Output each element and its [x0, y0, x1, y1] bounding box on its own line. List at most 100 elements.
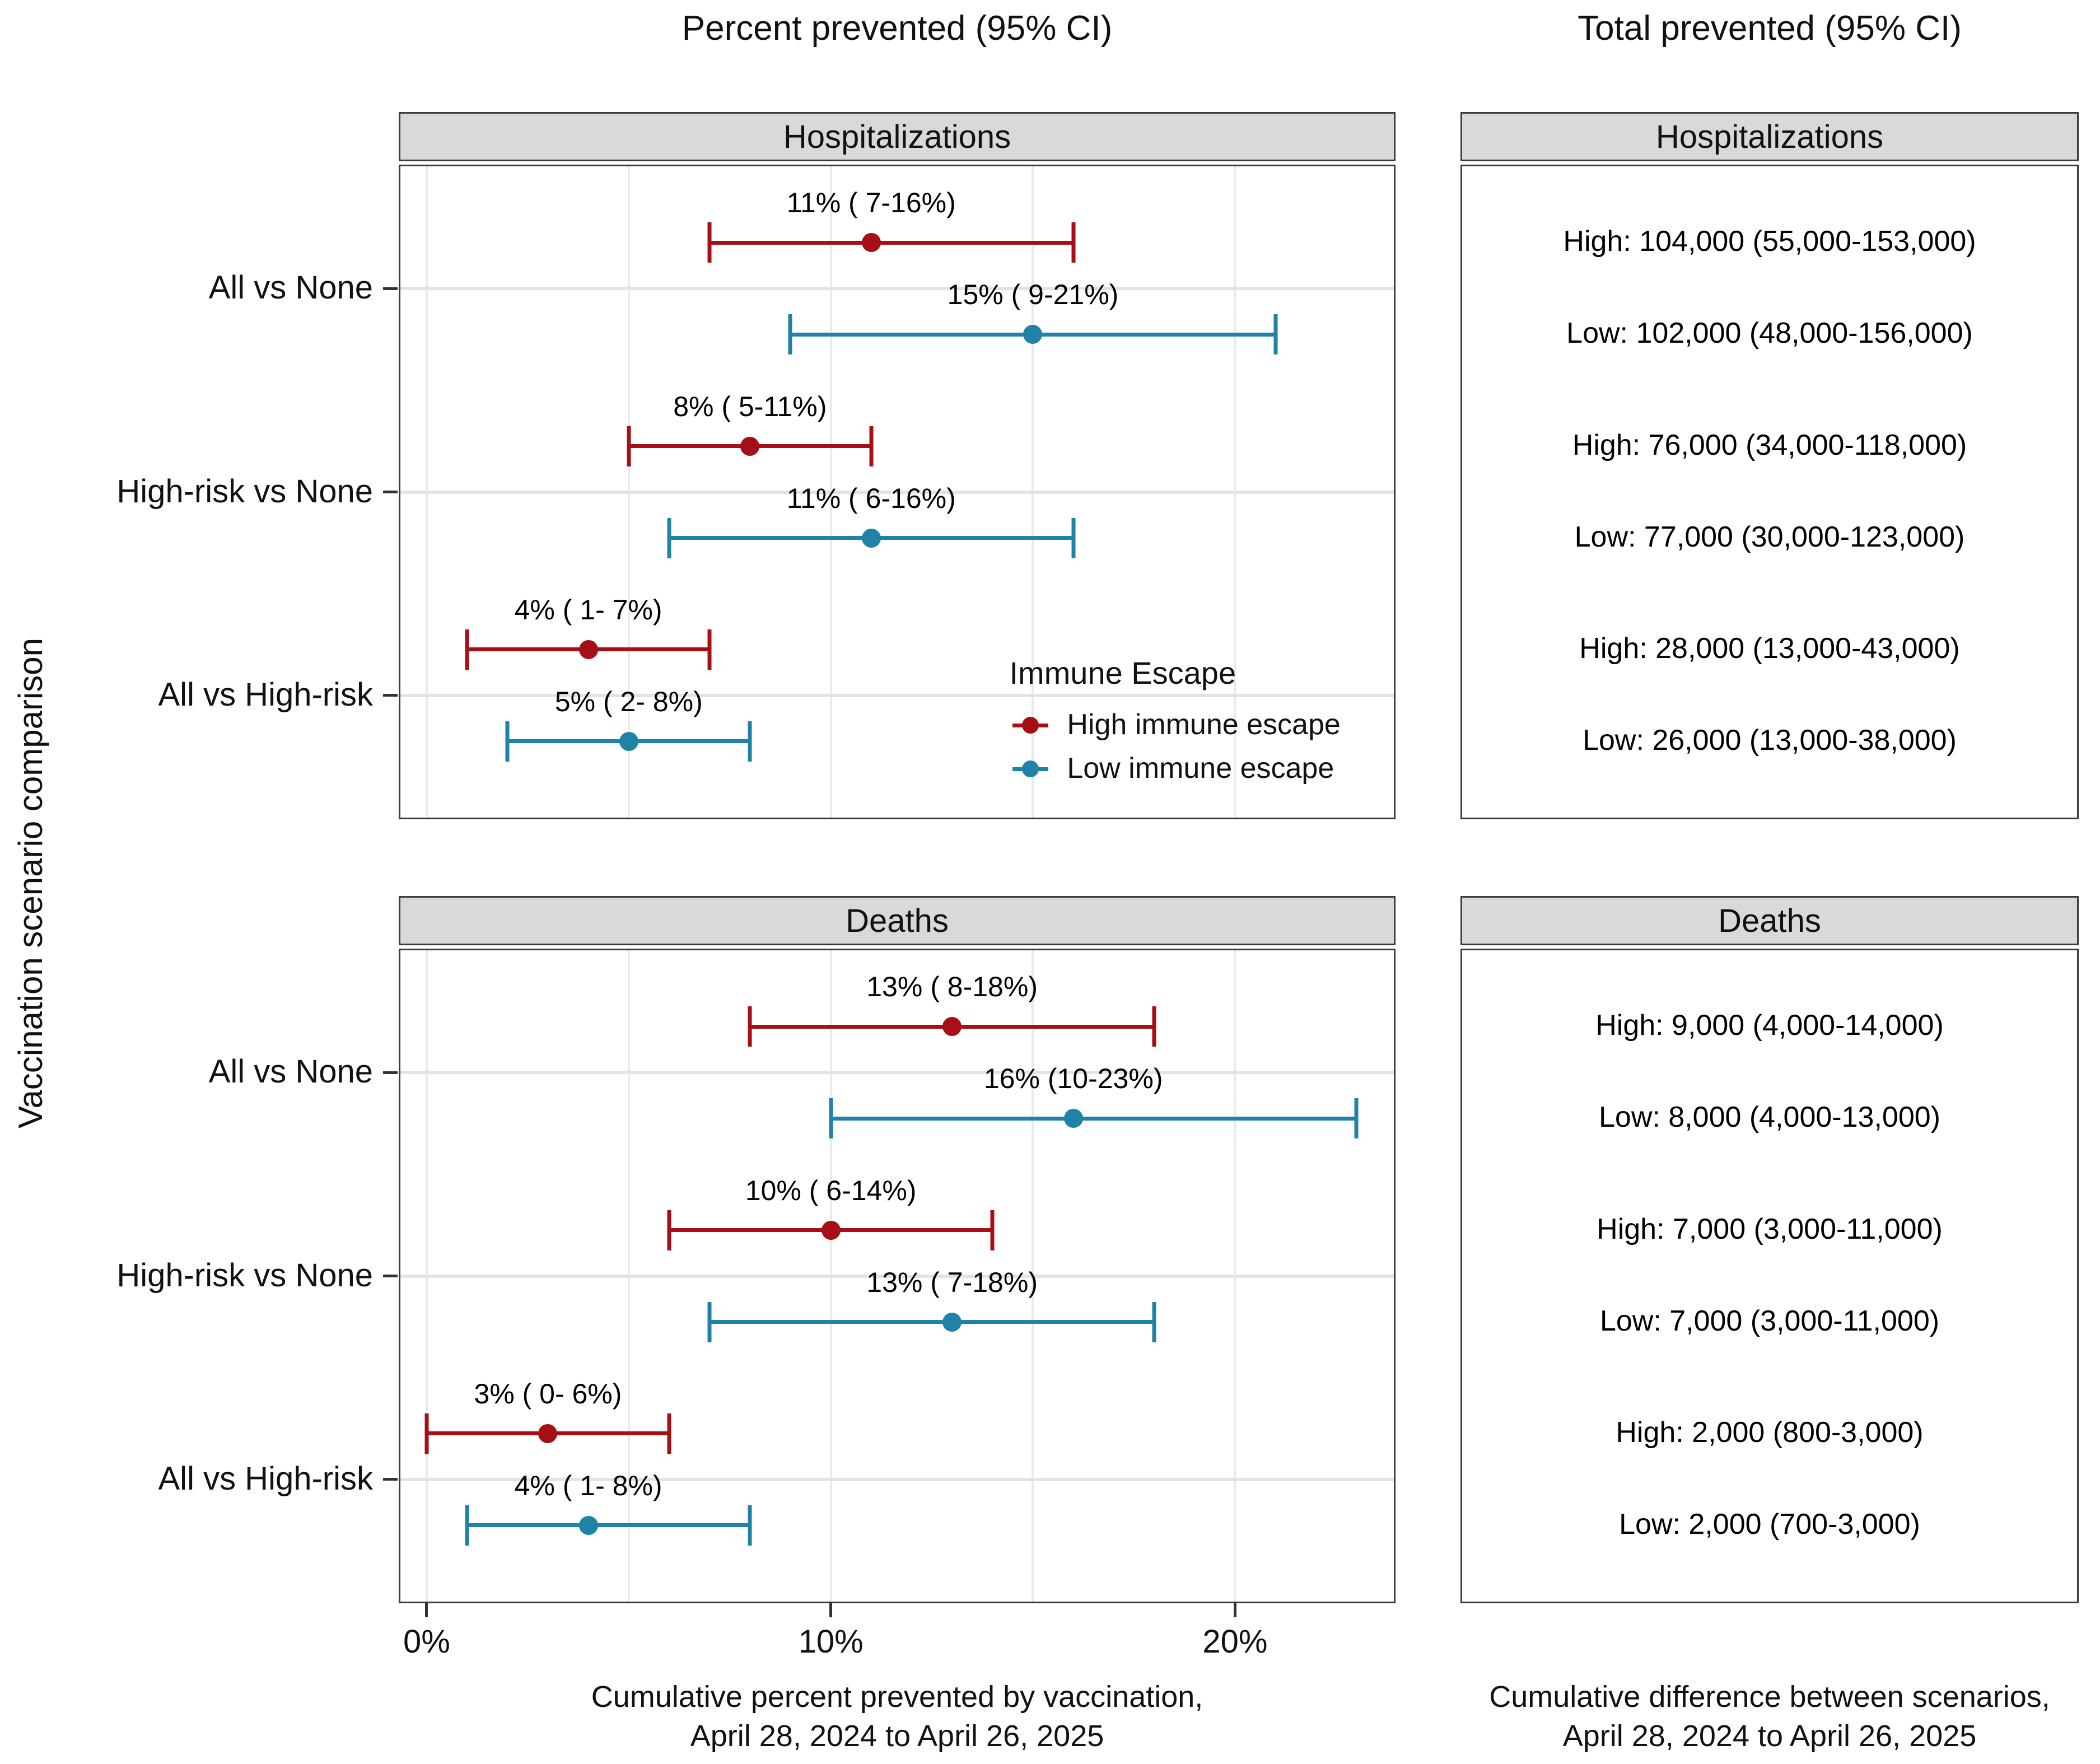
- ci-cap-upper-low: [1273, 314, 1278, 355]
- caption-line: April 28, 2024 to April 26, 2025: [1562, 1719, 1977, 1753]
- y-axis-tick: [383, 1275, 398, 1277]
- total-low-text: Low: 8,000 (4,000-13,000): [1599, 1101, 1940, 1134]
- y-gridline: [400, 693, 1394, 697]
- plot-area-hospitalizations-total: High: 104,000 (55,000-153,000) Low: 102,0…: [1460, 165, 2079, 819]
- estimate-label-low: 16% (10-23%): [983, 1063, 1163, 1095]
- y-axis-tick: [383, 491, 398, 493]
- panel-hospitalizations-percent: Hospitalizations 11% ( 7-16%) 8% ( 5-11%)…: [399, 112, 1396, 819]
- ci-cap-upper-low: [1152, 1301, 1156, 1342]
- estimate-label-low: 4% ( 1- 8%): [514, 1469, 662, 1501]
- plot-area-deaths-percent: 13% ( 8-18%) 10% ( 6-14%) 3% ( 0- 6%) 16% (…: [399, 949, 1396, 1603]
- y-gridline: [400, 1274, 1394, 1278]
- ci-line-low: [467, 1523, 750, 1528]
- point-estimate-low: [578, 1515, 598, 1535]
- x-axis-tick-label: 0%: [403, 1623, 450, 1660]
- y-gridline: [400, 287, 1394, 291]
- category-label: All vs None: [208, 1053, 373, 1090]
- total-low-text: Low: 2,000 (700-3,000): [1619, 1508, 1920, 1541]
- total-high-text: High: 9,000 (4,000-14,000): [1595, 1009, 1944, 1042]
- facet-strip-label: Deaths: [1718, 902, 1821, 939]
- x-axis-tick: [829, 1602, 833, 1617]
- ci-cap-lower-low: [667, 517, 671, 558]
- facet-strip-label: Deaths: [846, 902, 949, 939]
- estimate-label-high: 13% ( 8-18%): [866, 971, 1038, 1003]
- estimate-label-high: 3% ( 0- 6%): [474, 1378, 622, 1410]
- facet-strip-hospitalizations: Hospitalizations: [1460, 112, 2079, 161]
- ci-cap-upper-high: [1071, 222, 1076, 263]
- facet-strip-deaths: Deaths: [1460, 896, 2079, 945]
- x-axis-tick-label: 20%: [1202, 1623, 1268, 1660]
- category-label: All vs High-risk: [158, 1460, 374, 1497]
- estimate-label-high: 4% ( 1- 7%): [514, 594, 662, 626]
- legend-key-high-icon: [1021, 717, 1039, 734]
- point-estimate-low: [1063, 1109, 1083, 1128]
- point-estimate-high: [740, 436, 760, 456]
- legend-title: Immune Escape: [1009, 655, 1236, 690]
- legend-key-low-icon: [1021, 760, 1039, 777]
- ci-cap-lower-high: [627, 426, 631, 466]
- point-estimate-high: [861, 233, 881, 253]
- point-estimate-low: [942, 1312, 962, 1332]
- point-estimate-high: [942, 1017, 962, 1037]
- point-estimate-low: [861, 528, 881, 548]
- total-high-text: High: 76,000 (34,000-118,000): [1572, 428, 1967, 461]
- total-high-text: High: 28,000 (13,000-43,000): [1579, 632, 1960, 665]
- total-high-text: High: 104,000 (55,000-153,000): [1563, 225, 1976, 258]
- panel-deaths-total: Deaths High: 9,000 (4,000-14,000) Low: 8,…: [1460, 896, 2079, 1603]
- ci-cap-lower-high: [748, 1006, 752, 1047]
- column-title-percent: Percent prevented (95% CI): [682, 9, 1113, 48]
- facet-strip-hospitalizations: Hospitalizations: [399, 112, 1396, 161]
- point-estimate-low: [1023, 325, 1043, 344]
- y-axis-tick: [383, 694, 398, 697]
- ci-line-high: [710, 240, 1074, 245]
- ci-cap-upper-high: [1152, 1006, 1156, 1047]
- y-gridline: [400, 1071, 1394, 1075]
- y-axis-tick: [383, 1071, 398, 1074]
- caption-line: Cumulative difference between scenarios,: [1489, 1680, 2050, 1714]
- facet-strip-label: Hospitalizations: [783, 118, 1011, 155]
- panel-hospitalizations-total: Hospitalizations High: 104,000 (55,000-1…: [1460, 112, 2079, 819]
- ci-cap-lower-high: [424, 1413, 429, 1454]
- caption-line: Cumulative percent prevented by vaccinat…: [591, 1680, 1203, 1714]
- ci-cap-upper-low: [1071, 517, 1076, 558]
- legend-item-low: Low immune escape: [1067, 752, 1334, 785]
- point-estimate-low: [619, 731, 638, 751]
- estimate-label-high: 8% ( 5-11%): [673, 390, 827, 422]
- ci-cap-lower-high: [707, 222, 712, 263]
- y-axis-tick: [383, 287, 398, 290]
- x-axis-tick: [425, 1602, 428, 1617]
- category-label: All vs High-risk: [158, 676, 374, 713]
- category-label: High-risk vs None: [116, 1257, 373, 1294]
- ci-cap-upper-high: [990, 1210, 995, 1250]
- y-gridline: [400, 490, 1394, 494]
- ci-line-low: [710, 1320, 1154, 1324]
- ci-cap-upper-high: [869, 426, 874, 466]
- total-high-text: High: 7,000 (3,000-11,000): [1597, 1212, 1943, 1245]
- ci-cap-upper-high: [667, 1413, 671, 1454]
- category-label: High-risk vs None: [116, 473, 373, 510]
- estimate-label-low: 13% ( 7-18%): [866, 1266, 1038, 1298]
- estimate-label-high: 10% ( 6-14%): [745, 1174, 917, 1206]
- point-estimate-high: [578, 640, 598, 659]
- point-estimate-high: [821, 1220, 841, 1240]
- point-estimate-high: [538, 1424, 558, 1443]
- estimate-label-high: 11% ( 7-16%): [786, 187, 956, 219]
- panel-deaths-percent: Deaths 13% ( 8-18%) 10% ( 6-14%) 3% ( 0- 6…: [399, 896, 1396, 1603]
- ci-cap-lower-high: [667, 1210, 671, 1250]
- y-gridline: [400, 1477, 1394, 1481]
- total-high-text: High: 2,000 (800-3,000): [1616, 1416, 1924, 1449]
- total-low-text: Low: 7,000 (3,000-11,000): [1599, 1304, 1940, 1337]
- caption-line: April 28, 2024 to April 26, 2025: [690, 1719, 1104, 1753]
- estimate-label-low: 11% ( 6-16%): [786, 482, 956, 514]
- estimate-label-low: 15% ( 9-21%): [947, 279, 1119, 311]
- x-axis-caption-percent: Cumulative percent prevented by vaccinat…: [399, 1677, 1396, 1756]
- ci-cap-upper-low: [748, 721, 752, 762]
- total-low-text: Low: 102,000 (48,000-156,000): [1566, 317, 1973, 350]
- x-axis-caption-total: Cumulative difference between scenarios,…: [1460, 1677, 2079, 1756]
- x-axis-tick: [1233, 1602, 1236, 1617]
- facet-strip-deaths: Deaths: [399, 896, 1396, 945]
- ci-cap-lower-high: [465, 629, 469, 670]
- ci-cap-upper-low: [748, 1505, 752, 1546]
- ci-cap-upper-low: [1354, 1098, 1359, 1139]
